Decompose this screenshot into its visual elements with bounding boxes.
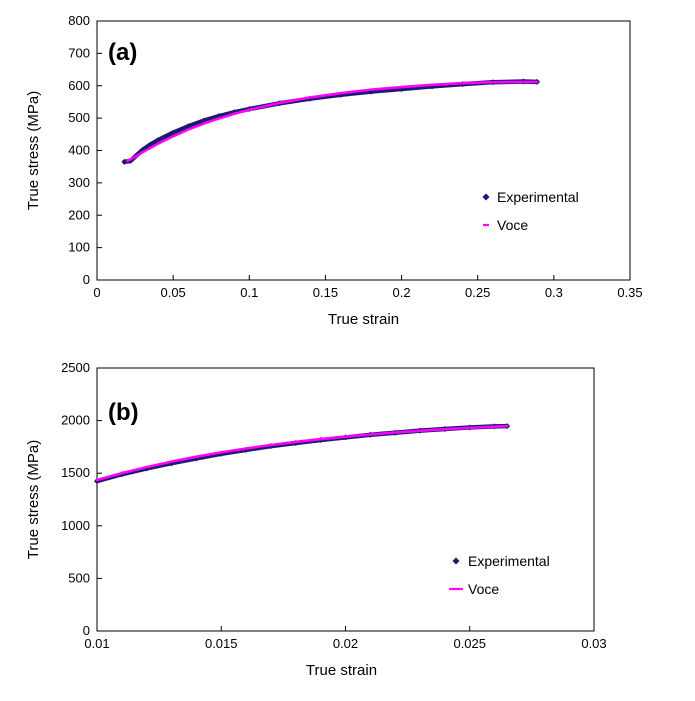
series-line — [126, 80, 539, 163]
series-voce — [126, 80, 539, 163]
x-tick-label: 0.015 — [205, 636, 238, 651]
legend-marker — [482, 193, 490, 201]
y-tick-label: 100 — [68, 240, 90, 255]
x-tick-label: 0.025 — [453, 636, 486, 651]
legend-label: Experimental — [468, 553, 550, 569]
x-axis-title: True strain — [328, 311, 399, 328]
x-tick-label: 0.3 — [545, 285, 563, 300]
y-tick-label: 2500 — [61, 360, 90, 375]
y-tick-label: 0 — [83, 272, 90, 287]
x-tick-label: 0.05 — [160, 285, 185, 300]
y-tick-label: 1000 — [61, 518, 90, 533]
x-tick-label: 0.15 — [313, 285, 338, 300]
y-tick-label: 400 — [68, 143, 90, 158]
legend-label: Experimental — [497, 189, 579, 205]
y-tick-label: 700 — [68, 45, 90, 60]
x-tick-label: 0.03 — [581, 636, 606, 651]
plot-frame — [96, 367, 595, 632]
x-tick-label: 0 — [93, 285, 100, 300]
y-tick-label: 200 — [68, 207, 90, 222]
y-axis-title: True stress (MPa) — [25, 91, 42, 210]
series-line — [95, 424, 509, 482]
legend-label: Voce — [497, 217, 528, 233]
chart-panel-b: 0.01 0.015 0.02 0.025 0.03 0 500 1000 1500 2000 25… — [25, 360, 607, 679]
panel-label: (a) — [108, 39, 137, 66]
y-tick-label: 500 — [68, 110, 90, 125]
y-tick-label: 2000 — [61, 413, 90, 428]
series-voce — [95, 424, 509, 482]
series-experimental — [94, 423, 511, 485]
y-axis-title: True stress (MPa) — [25, 440, 42, 559]
x-tick-label: 0.01 — [84, 636, 109, 651]
y-tick-label: 1500 — [61, 465, 90, 480]
legend-marker — [452, 557, 460, 565]
plot-frame — [96, 20, 631, 281]
series-experimental — [121, 78, 541, 165]
x-tick-label: 0.35 — [617, 285, 642, 300]
y-tick-label: 500 — [68, 570, 90, 585]
series-line — [94, 423, 510, 484]
x-tick-label: 0.1 — [240, 285, 258, 300]
y-tick-label: 300 — [68, 175, 90, 190]
x-axis-title: True strain — [306, 662, 377, 679]
y-tick-label: 800 — [68, 13, 90, 28]
y-tick-label: 600 — [68, 78, 90, 93]
panel-label: (b) — [108, 399, 139, 426]
x-tick-label: 0.2 — [393, 285, 411, 300]
legend-label: Voce — [468, 581, 499, 597]
x-tick-label: 0.02 — [333, 636, 358, 651]
x-tick-label: 0.25 — [465, 285, 490, 300]
chart-panel-a: 0 0.05 0.1 0.15 0.2 0.25 0.3 0.35 0 100 200 300 400 5… — [25, 13, 643, 328]
y-tick-label: 0 — [83, 623, 90, 638]
